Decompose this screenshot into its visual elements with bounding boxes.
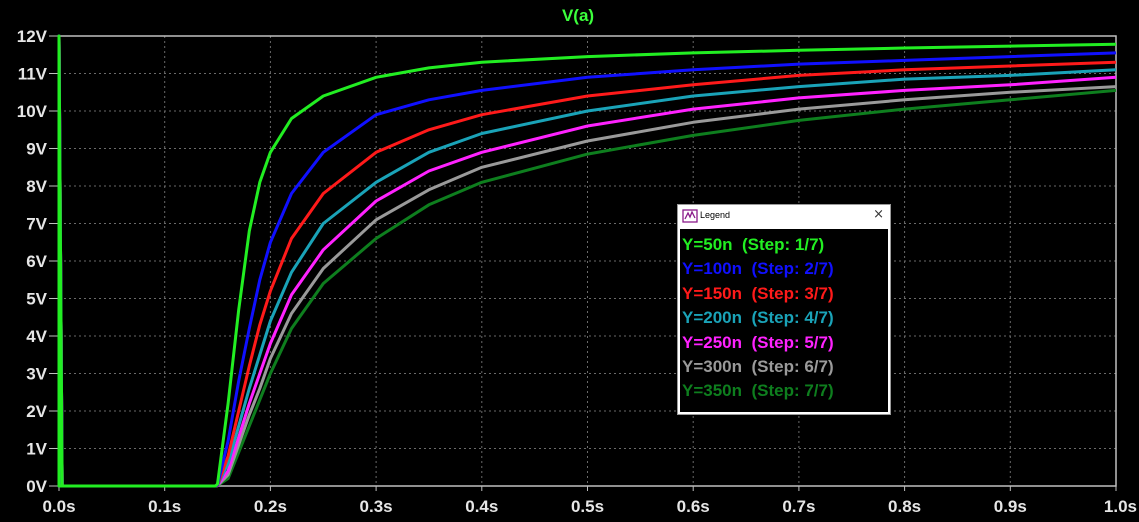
y-tick-label: 1V	[26, 440, 47, 459]
legend-entry[interactable]: Y=300n (Step: 6/7)	[682, 356, 834, 376]
legend-body: Y=50n (Step: 1/7) Y=100n (Step: 2/7) Y=150…	[680, 229, 888, 412]
x-tick-label: 0.6s	[677, 497, 710, 516]
y-tick-label: 12V	[17, 27, 48, 46]
y-tick-label: 11V	[18, 65, 48, 84]
plot-title[interactable]: V(a)	[562, 6, 594, 25]
series-group	[57, 34, 1117, 488]
y-tick-label: 3V	[26, 365, 47, 384]
y-tick-label: 8V	[26, 177, 47, 196]
legend-entry[interactable]: Y=100n (Step: 2/7)	[682, 259, 834, 279]
axis-ticks: 0.0s 0.1s 0.2s 0.3s 0.4s 0.5s 0.6s 0.7s 0.8s 0.9s…	[17, 27, 1137, 516]
legend-entry[interactable]: Y=150n (Step: 3/7)	[682, 283, 834, 303]
y-tick-label: 4V	[26, 327, 47, 346]
legend-entry[interactable]: Y=250n (Step: 5/7)	[682, 332, 834, 352]
y-tick-label: 0V	[26, 477, 47, 496]
x-tick-label: 0.7s	[782, 497, 815, 516]
x-tick-label: 1.0s	[1104, 497, 1137, 516]
legend-titlebar[interactable]: Legend ×	[678, 205, 890, 229]
y-tick-label: 6V	[26, 252, 47, 271]
x-tick-label: 0.9s	[994, 497, 1027, 516]
legend-title: Legend	[700, 210, 731, 220]
legend-entry[interactable]: Y=350n (Step: 7/7)	[682, 381, 834, 401]
y-tick-label: 9V	[26, 140, 47, 159]
x-tick-label: 0.1s	[148, 497, 181, 516]
y-tick-label: 10V	[17, 102, 48, 121]
x-tick-label: 0.0s	[42, 497, 75, 516]
x-tick-label: 0.8s	[888, 497, 921, 516]
x-tick-label: 0.5s	[571, 497, 604, 516]
x-tick-label: 0.2s	[254, 497, 287, 516]
series-line-y50n[interactable]	[57, 34, 1117, 488]
legend-entry[interactable]: Y=50n (Step: 1/7)	[682, 235, 825, 254]
legend-window[interactable]: Legend × Y=50n (Step: 1/7) Y=100n (Step: …	[677, 204, 891, 415]
x-tick-label: 0.4s	[465, 497, 498, 516]
legend-entry[interactable]: Y=200n (Step: 4/7)	[682, 308, 834, 328]
waveform-icon	[682, 209, 698, 223]
x-tick-label: 0.3s	[360, 497, 393, 516]
close-icon[interactable]: ×	[873, 207, 884, 222]
y-tick-label: 2V	[26, 402, 47, 421]
y-tick-label: 7V	[26, 215, 47, 234]
y-tick-label: 5V	[26, 290, 47, 309]
